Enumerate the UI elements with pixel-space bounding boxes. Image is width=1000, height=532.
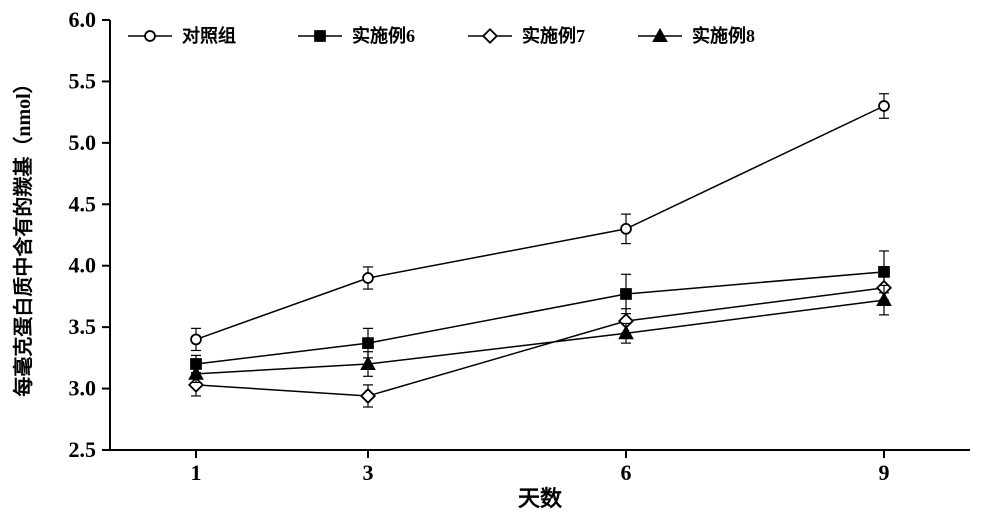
y-tick-label: 5.5 <box>69 68 97 93</box>
legend-label: 实施例8 <box>692 25 755 46</box>
y-tick-label: 5.0 <box>69 130 97 155</box>
x-tick-label: 6 <box>621 460 632 485</box>
y-tick-label: 2.5 <box>69 437 97 462</box>
y-tick-label: 3.5 <box>69 314 97 339</box>
y-tick-label: 4.5 <box>69 191 97 216</box>
chart-container: 2.5 3.0 3.5 4.0 4.5 5.0 5.5 6.0 1 3 6 9 天数 每毫克蛋白质中含有的… <box>0 0 1000 532</box>
y-axis-label: 每毫克蛋白质中含有的羰基（nmol） <box>11 73 35 396</box>
x-tick-label: 3 <box>363 460 374 485</box>
x-tick-label: 1 <box>191 460 202 485</box>
x-axis-label: 天数 <box>518 486 563 511</box>
y-tick-label: 4.0 <box>69 253 97 278</box>
legend-label: 实施例6 <box>352 25 415 46</box>
line-chart: 2.5 3.0 3.5 4.0 4.5 5.0 5.5 6.0 1 3 6 9 天数 每毫克蛋白质中含有的… <box>0 0 1000 532</box>
y-tick-label: 6.0 <box>69 7 97 32</box>
x-tick-label: 9 <box>879 460 890 485</box>
legend-label: 实施例7 <box>522 25 585 46</box>
y-tick-label: 3.0 <box>69 376 97 401</box>
legend-label: 对照组 <box>182 25 236 46</box>
